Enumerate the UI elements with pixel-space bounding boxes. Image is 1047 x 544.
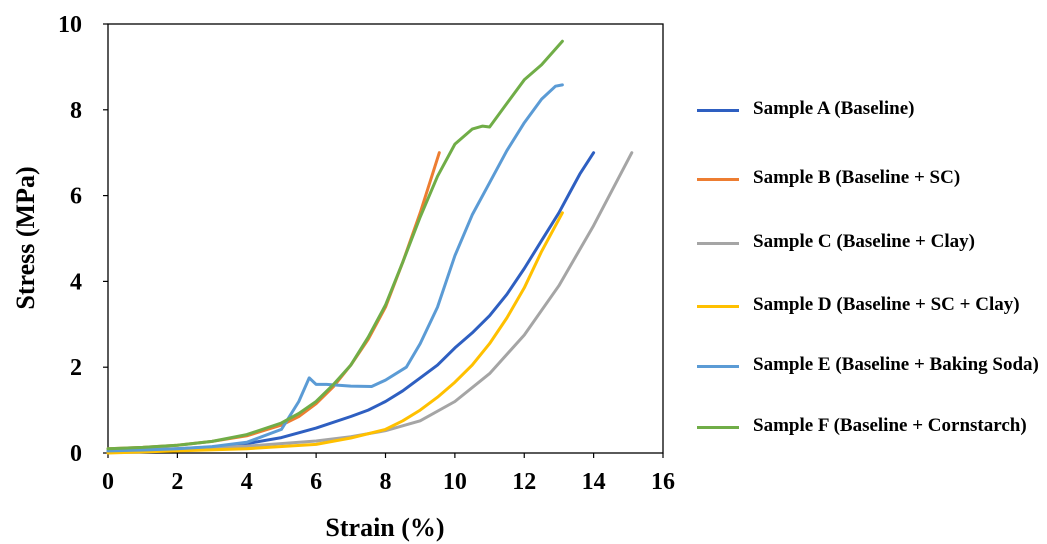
x-axis-title: Strain (%)	[325, 513, 444, 542]
legend-item-sample-c: Sample C (Baseline + Clay)	[697, 229, 1042, 254]
legend-item-sample-b: Sample B (Baseline + SC)	[697, 165, 1042, 190]
legend-label-sample-f: Sample F (Baseline + Cornstarch)	[753, 415, 1027, 436]
legend-swatch-sample-d	[697, 305, 739, 308]
x-tick-label: 6	[310, 469, 322, 495]
legend-swatch-sample-c	[697, 242, 739, 245]
x-tick-label: 2	[171, 469, 183, 495]
x-tick-label: 0	[102, 469, 114, 495]
legend-swatch-sample-e	[697, 365, 739, 368]
series-line-e	[106, 83, 564, 453]
y-tick-label: 2	[70, 355, 82, 381]
x-tick-label: 12	[512, 469, 536, 495]
legend-item-sample-f: Sample F (Baseline + Cornstarch)	[697, 413, 1042, 438]
series-line-c	[106, 151, 634, 453]
x-tick-label: 14	[582, 469, 606, 495]
series-line-d	[106, 211, 564, 455]
legend-label-sample-e: Sample E (Baseline + Baking Soda)	[753, 354, 1039, 375]
legend-swatch-sample-f	[697, 426, 739, 429]
plot-area	[107, 23, 664, 454]
legend-swatch-sample-a	[697, 109, 739, 112]
legend-item-sample-e: Sample E (Baseline + Baking Soda)	[697, 352, 1042, 377]
x-tick-label: 8	[380, 469, 392, 495]
y-tick-label: 0	[70, 441, 82, 467]
legend-label-sample-c: Sample C (Baseline + Clay)	[753, 231, 975, 252]
y-tick-label: 10	[58, 12, 82, 38]
x-tick-label: 10	[443, 469, 467, 495]
legend-item-sample-a: Sample A (Baseline)	[697, 96, 1042, 121]
legend-label-sample-a: Sample A (Baseline)	[753, 98, 915, 119]
x-tick-label: 16	[651, 469, 675, 495]
y-tick-label: 4	[70, 269, 82, 295]
series-layer	[106, 39, 634, 455]
tick-layer: 0 2 4 6 8 10 12 14 16 0 2 4 6 8 10	[58, 12, 675, 495]
y-axis-title: Stress (MPa)	[11, 166, 40, 309]
legend-label-sample-d: Sample D (Baseline + SC + Clay)	[753, 294, 1020, 315]
x-tick-label: 4	[241, 469, 253, 495]
y-tick-label: 8	[70, 98, 82, 124]
legend-item-sample-d: Sample D (Baseline + SC + Clay)	[697, 292, 1042, 317]
series-line-f	[106, 39, 564, 451]
legend-swatch-sample-b	[697, 178, 739, 181]
y-tick-label: 6	[70, 184, 82, 210]
legend-label-sample-b: Sample B (Baseline + SC)	[753, 167, 961, 188]
